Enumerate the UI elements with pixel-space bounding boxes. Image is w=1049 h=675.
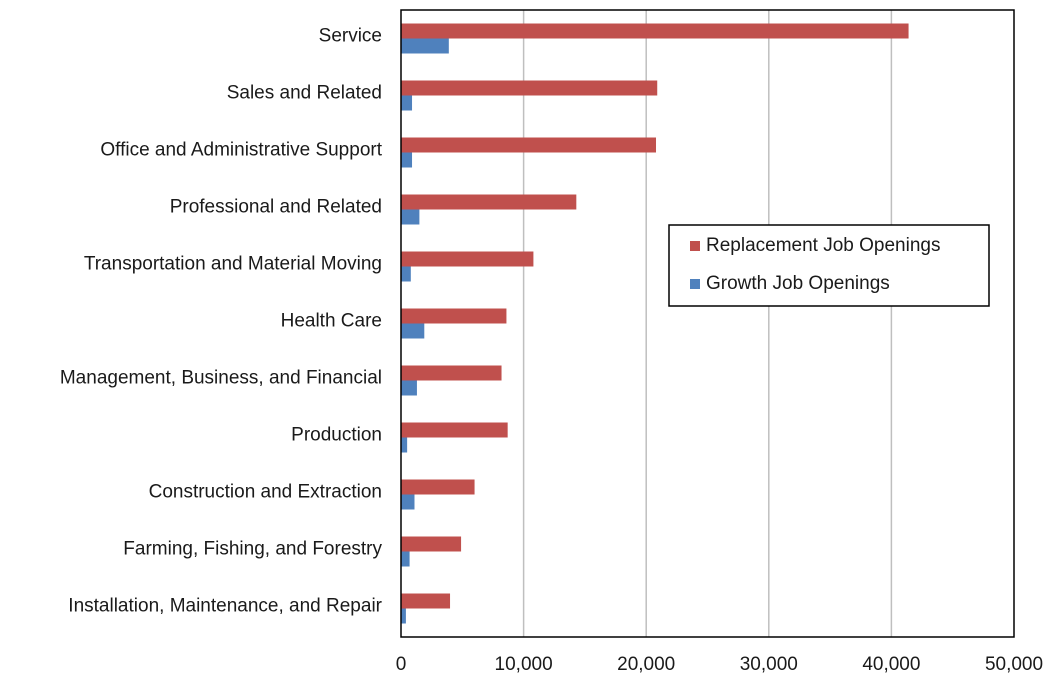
- x-tick-label: 10,000: [495, 654, 553, 675]
- bar-growth: [401, 380, 417, 396]
- plot-area-frame: [400, 9, 1015, 638]
- bar-replacement: [401, 194, 577, 210]
- x-tick-label: 30,000: [740, 654, 798, 675]
- category-label: Professional and Related: [170, 197, 382, 218]
- category-label: Construction and Extraction: [149, 482, 382, 503]
- category-label: Health Care: [281, 311, 382, 332]
- bar-growth: [401, 266, 411, 282]
- legend-box: [668, 224, 990, 307]
- bar-replacement: [401, 137, 657, 153]
- bar-replacement: [401, 251, 534, 267]
- bar-growth: [401, 95, 413, 111]
- bar-growth: [401, 323, 425, 339]
- category-label: Service: [319, 26, 382, 47]
- legend-swatch: [690, 279, 700, 289]
- category-label: Production: [291, 425, 382, 446]
- gridlines: [522, 10, 893, 637]
- legend: Replacement Job Openings Growth Job Openi…: [668, 224, 990, 307]
- legend-label: Growth Job Openings: [706, 273, 890, 294]
- bar-growth: [401, 38, 449, 54]
- x-tick-label: 40,000: [862, 654, 920, 675]
- bar-growth: [401, 209, 420, 225]
- bar-growth: [401, 551, 410, 567]
- category-label: Office and Administrative Support: [100, 140, 382, 161]
- bar-growth: [401, 152, 413, 168]
- x-axis-tick-labels: 0 10,000 20,000 30,000 40,000 50,000: [396, 654, 1043, 675]
- bar-replacement: [401, 365, 502, 381]
- bar-replacement: [401, 23, 909, 39]
- bar-replacement: [401, 80, 658, 96]
- bar-replacement: [401, 536, 462, 552]
- category-label: Management, Business, and Financial: [60, 368, 382, 389]
- legend-swatch: [690, 241, 700, 251]
- bar-replacement: [401, 308, 507, 324]
- category-label: Farming, Fishing, and Forestry: [123, 539, 382, 560]
- category-label: Transportation and Material Moving: [84, 254, 382, 275]
- bar-replacement: [401, 422, 508, 438]
- bar-growth: [401, 437, 408, 453]
- legend-label: Replacement Job Openings: [706, 235, 940, 256]
- category-label: Sales and Related: [227, 83, 382, 104]
- category-labels: Service Sales and Related Office and Admin…: [60, 26, 383, 617]
- category-label: Installation, Maintenance, and Repair: [68, 596, 382, 617]
- bars: [401, 23, 909, 624]
- bar-replacement: [401, 479, 475, 495]
- x-tick-label: 20,000: [617, 654, 675, 675]
- bar-growth: [401, 494, 415, 510]
- bar-growth: [401, 608, 406, 624]
- x-tick-label: 50,000: [985, 654, 1043, 675]
- bar-replacement: [401, 593, 451, 609]
- x-tick-label: 0: [396, 654, 407, 675]
